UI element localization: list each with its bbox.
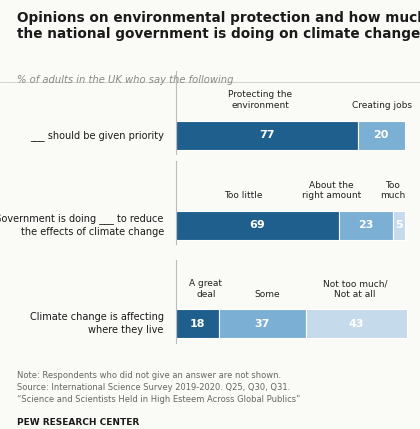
Text: PEW RESEARCH CENTER: PEW RESEARCH CENTER [17, 418, 139, 427]
Text: 77: 77 [259, 130, 275, 140]
Bar [176, 211, 339, 240]
Text: 69: 69 [249, 220, 265, 230]
Text: Protecting the
environment: Protecting the environment [228, 91, 292, 110]
Bar [339, 211, 393, 240]
Text: Not too much/
Not at all: Not too much/ Not at all [323, 279, 387, 299]
Text: 18: 18 [190, 319, 205, 329]
Text: 5: 5 [395, 220, 402, 230]
Text: Creating jobs: Creating jobs [352, 101, 412, 110]
Text: Opinions on environmental protection and how much
the national government is doi: Opinions on environmental protection and… [17, 11, 420, 42]
Text: ___ should be given priority: ___ should be given priority [30, 130, 164, 141]
Bar [393, 211, 404, 240]
Text: 43: 43 [349, 319, 364, 329]
Text: Government is doing ___ to reduce
the effects of climate change: Government is doing ___ to reduce the ef… [0, 213, 164, 237]
Bar [219, 309, 306, 338]
Bar [176, 121, 357, 150]
Text: 20: 20 [373, 130, 389, 140]
Text: A great
deal: A great deal [189, 279, 222, 299]
Bar [306, 309, 407, 338]
Text: Note: Respondents who did not give an answer are not shown.
Source: Internationa: Note: Respondents who did not give an an… [17, 371, 300, 404]
Text: About the
right amount: About the right amount [302, 181, 362, 200]
Text: % of adults in the UK who say the following: % of adults in the UK who say the follow… [17, 75, 233, 85]
Text: 37: 37 [255, 319, 270, 329]
Text: Too little: Too little [224, 191, 263, 200]
Text: Too
much: Too much [380, 181, 405, 200]
Bar [357, 121, 404, 150]
Bar [176, 309, 219, 338]
Text: Climate change is affecting
where they live: Climate change is affecting where they l… [30, 312, 164, 335]
Text: Some: Some [254, 290, 280, 299]
Text: 23: 23 [358, 220, 373, 230]
